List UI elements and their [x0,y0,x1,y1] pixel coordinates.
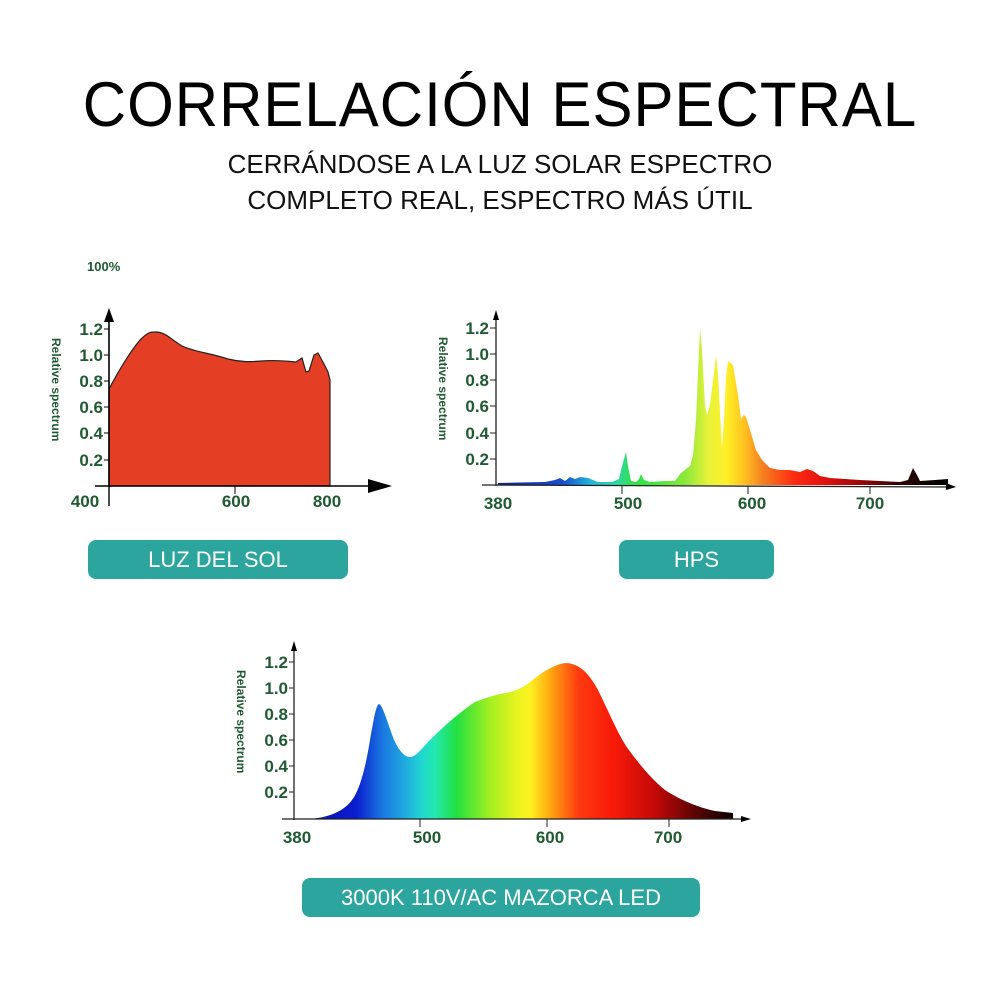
y-tick: 0.4 [465,424,489,443]
y-axis-arrow-icon [104,308,114,322]
y-tick: 0.6 [79,398,103,417]
y-axis-arrow-icon [493,310,499,320]
hps-label-badge: HPS [619,540,774,579]
sunlight-spectrum-area [108,331,331,487]
y-axis-title: Relative spectrum [49,338,63,441]
x-tick: 600 [536,828,564,847]
subtitle-line-2: COMPLETO REAL, ESPECTRO MÁS ÚTIL [247,185,753,215]
led-label-badge: 3000K 110V/AC MAZORCA LED [302,878,700,917]
y-axis-title: Relative spectrum [436,337,450,440]
x-tick: 380 [484,494,512,513]
subtitle-line-1: CERRÁNDOSE A LA LUZ SOLAR ESPECTRO [227,149,773,179]
percent-annotation: 100% [87,259,121,274]
x-axis-arrow-icon [741,816,751,822]
y-axis-title: Relative spectrum [234,670,248,773]
x-tick: 500 [413,828,441,847]
y-tick: 0.2 [264,783,288,802]
x-tick: 700 [654,828,682,847]
y-tick: 0.2 [79,451,103,470]
y-tick: 0.8 [79,372,103,391]
y-tick: 0.8 [465,371,489,390]
x-tick: 800 [313,492,341,511]
y-tick: 1.2 [79,320,103,339]
y-axis-arrow-icon [291,641,297,651]
x-tick: 600 [222,492,250,511]
led-chart: 1.2 1.0 0.8 0.6 0.4 0.2 380 500 600 700 … [234,641,751,847]
y-tick: 1.0 [79,346,103,365]
y-tick: 0.6 [264,731,288,750]
y-tick: 1.2 [465,319,489,338]
x-tick: 600 [738,494,766,513]
led-spectrum-area [308,663,733,819]
x-tick: 500 [614,494,642,513]
y-tick: 0.6 [465,397,489,416]
sunlight-label-badge: LUZ DEL SOL [88,540,348,579]
y-tick: 1.0 [264,679,288,698]
y-tick: 0.8 [264,705,288,724]
y-tick: 0.2 [465,450,489,469]
hps-spectrum-area [498,328,948,485]
y-tick: 0.4 [264,757,288,776]
y-tick: 1.0 [465,345,489,364]
x-tick: 700 [856,494,884,513]
x-axis-arrow-icon [946,483,956,490]
x-tick: 400 [71,492,99,511]
x-tick: 380 [283,828,311,847]
x-axis [481,484,951,488]
y-tick: 1.2 [264,653,288,672]
x-axis-arrow-icon [368,479,392,493]
sunlight-chart: 1.2 1.0 0.8 0.6 0.4 0.2 400 600 800 Rela… [49,308,392,511]
hps-chart: 1.2 1.0 0.8 0.6 0.4 0.2 380 500 600 700 … [436,310,956,513]
page-title: CORRELACIÓN ESPECTRAL [82,69,918,140]
y-tick: 0.4 [79,424,103,443]
